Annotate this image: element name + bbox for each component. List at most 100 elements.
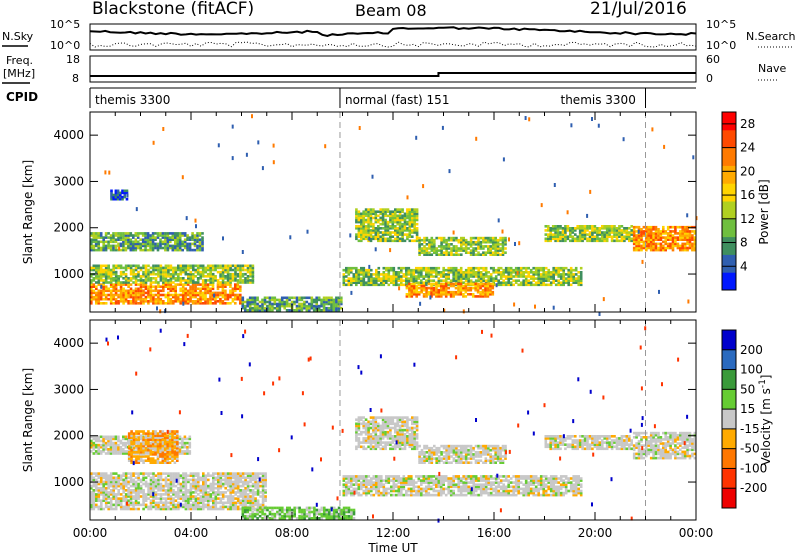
heatmap-cell	[487, 237, 490, 240]
heatmap-cell	[512, 275, 515, 278]
heatmap-cell	[112, 472, 115, 475]
heatmap-cell	[291, 297, 294, 300]
heatmap-cell	[164, 232, 167, 235]
heatmap-cell	[350, 267, 353, 270]
heatmap-cell	[410, 269, 413, 272]
heatmap-cell	[517, 279, 520, 282]
heatmap-cell	[192, 300, 195, 303]
heatmap-cell	[510, 267, 513, 270]
heatmap-cell	[442, 279, 445, 282]
station-title: Blackstone (fitACF)	[92, 0, 254, 19]
heatmap-cell	[229, 265, 232, 268]
heatmap-cell	[264, 297, 267, 300]
heatmap-cell	[470, 283, 473, 286]
heatmap-cell	[152, 506, 155, 509]
heatmap-cell	[139, 238, 142, 241]
date-title: 21/Jul/2016	[590, 0, 687, 19]
cpid-segment-label: normal (fast) 151	[345, 93, 449, 107]
heatmap-cell	[165, 294, 168, 297]
heatmap-cell	[189, 243, 192, 246]
heatmap-cell	[608, 225, 611, 228]
heatmap-cell	[689, 230, 692, 233]
heatmap-cell	[472, 247, 475, 250]
heatmap-cell	[252, 472, 255, 475]
heatmap-cell	[227, 495, 230, 498]
heatmap-cell	[480, 271, 483, 274]
heatmap-cell	[343, 269, 346, 272]
heatmap-cell	[574, 238, 577, 241]
heatmap-cell	[120, 243, 123, 246]
heatmap-cell	[110, 234, 113, 237]
heatmap-cell	[411, 240, 414, 243]
heatmap-cell	[147, 506, 150, 509]
heatmap-cell	[152, 277, 155, 280]
heatmap-cell	[157, 243, 160, 246]
heatmap-cell	[147, 285, 150, 288]
heatmap-cell	[633, 226, 636, 229]
heatmap-cell	[433, 283, 436, 286]
heatmap-cell	[120, 497, 123, 500]
heatmap-cell	[577, 271, 580, 274]
heatmap-cell	[102, 269, 105, 272]
heatmap-cell	[545, 238, 548, 241]
heatmap-cell	[185, 279, 188, 282]
heatmap-cell	[415, 285, 418, 288]
heatmap-cell	[537, 267, 540, 270]
heatmap-cell	[149, 234, 152, 237]
heatmap-cell	[308, 297, 311, 300]
heatmap-cell	[217, 300, 220, 303]
heatmap-cell	[475, 137, 477, 141]
heatmap-cell	[318, 305, 321, 308]
heatmap-cell	[553, 306, 555, 310]
cpid-segment-label: themis 3300	[95, 93, 170, 107]
heatmap-cell	[175, 267, 178, 270]
heatmap-cell	[400, 275, 403, 278]
heatmap-cell	[598, 124, 600, 128]
heatmap-cell	[448, 243, 451, 246]
heatmap-cell	[428, 291, 431, 294]
heatmap-cell	[219, 292, 222, 295]
heatmap-cell	[132, 495, 135, 498]
heatmap-cell	[433, 275, 436, 278]
heatmap-cell	[532, 267, 535, 270]
heatmap-cell	[167, 265, 170, 268]
heatmap-cell	[97, 444, 100, 447]
heatmap-cell	[112, 277, 115, 280]
heatmap-cell	[470, 237, 473, 240]
heatmap-cell	[485, 245, 488, 248]
noise-sky-trace	[90, 27, 696, 36]
heatmap-cell	[423, 245, 426, 248]
heatmap-cell	[435, 237, 438, 240]
heatmap-cell	[415, 267, 418, 270]
heatmap-cell	[97, 241, 100, 244]
heatmap-cell	[512, 279, 515, 282]
heatmap-cell	[155, 285, 158, 288]
heatmap-cell	[252, 483, 255, 486]
heatmap-cell	[95, 479, 98, 482]
heatmap-cell	[112, 245, 115, 248]
heatmap-cell	[140, 267, 143, 270]
heatmap-cell	[115, 493, 118, 496]
heatmap-cell	[382, 231, 385, 234]
heatmap-cell	[140, 472, 143, 475]
heatmap-cell	[547, 269, 550, 272]
heatmap-cell	[418, 281, 421, 284]
heatmap-cell	[413, 283, 416, 286]
heatmap-cell	[655, 226, 658, 229]
heatmap-cell	[125, 436, 128, 439]
heatmap-cell	[273, 160, 275, 164]
heatmap-cell	[205, 504, 208, 507]
heatmap-cell	[396, 227, 399, 230]
heatmap-cell	[147, 300, 150, 303]
heatmap-cell	[239, 294, 242, 297]
heatmap-cell	[372, 235, 375, 238]
heatmap-cell	[638, 226, 641, 229]
heatmap-cell	[147, 472, 150, 475]
heatmap-cell	[130, 238, 133, 241]
heatmap-cell	[234, 302, 237, 305]
heatmap-cell	[273, 144, 275, 148]
heatmap-cell	[394, 225, 397, 228]
heatmap-cell	[475, 247, 478, 250]
heatmap-cell	[496, 283, 498, 287]
colorbar-swatch	[722, 183, 736, 201]
